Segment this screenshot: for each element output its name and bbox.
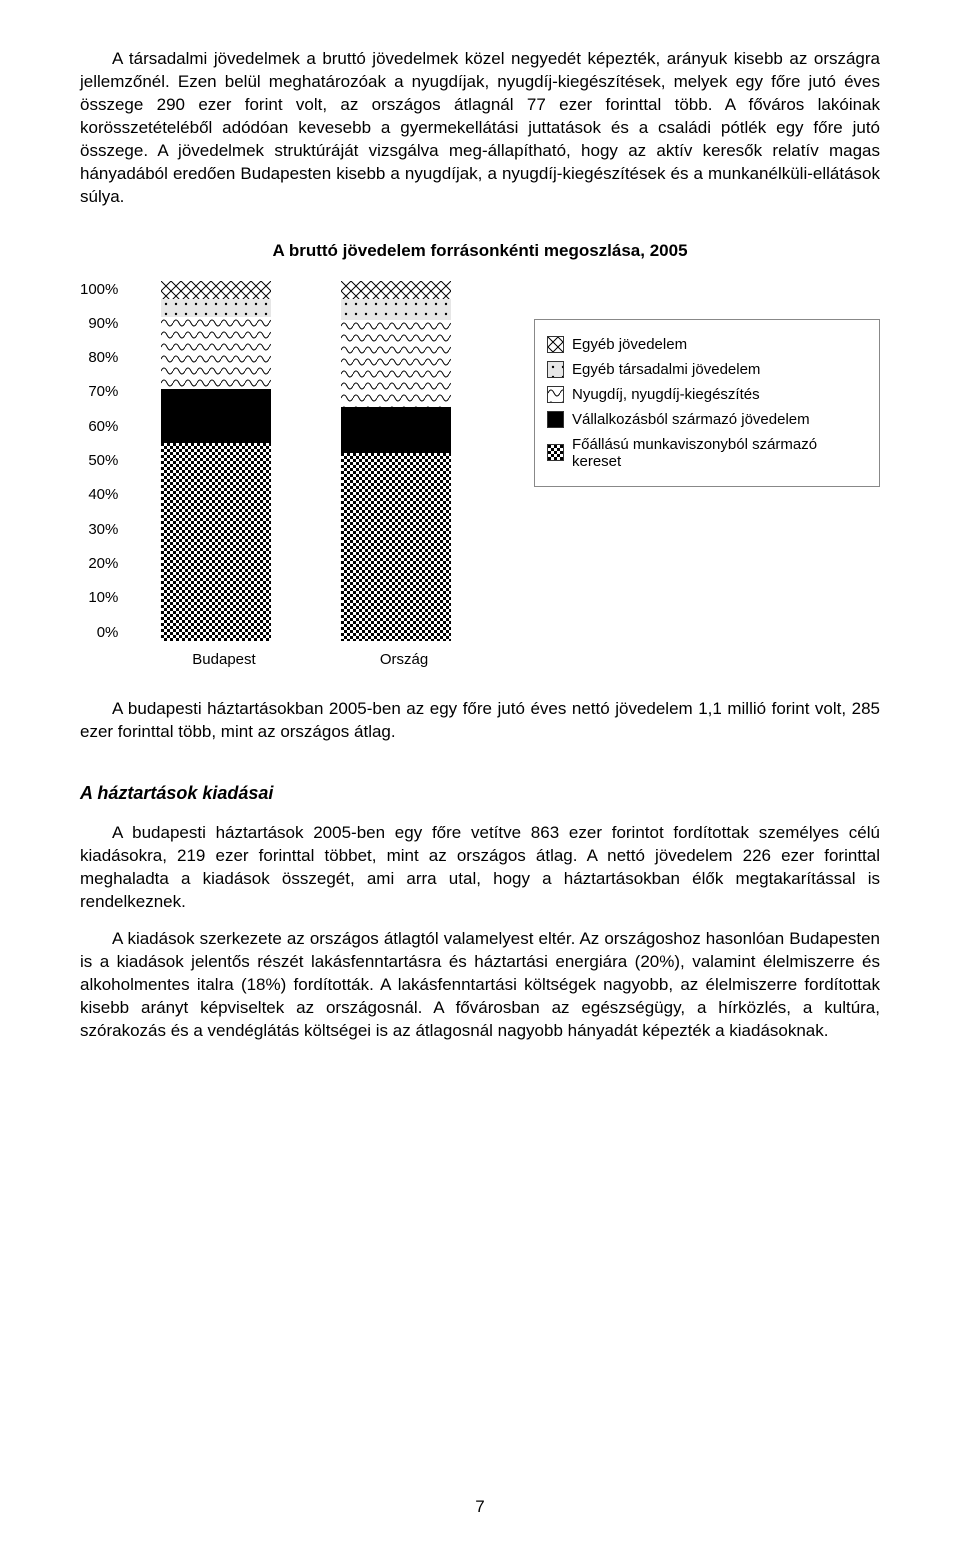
ytick: 20% <box>88 555 118 572</box>
ytick: 70% <box>88 383 118 400</box>
segment-foallasu <box>161 443 271 641</box>
x-axis: Budapest Ország <box>134 641 494 668</box>
y-axis: 100% 90% 80% 70% 60% 50% 40% 30% 20% 10%… <box>80 281 126 641</box>
ytick: 60% <box>88 418 118 435</box>
segment-vallalkozas <box>341 407 451 454</box>
segment-nyugdij <box>341 320 451 406</box>
xtick: Ország <box>349 651 459 668</box>
legend-swatch-icon <box>547 386 564 403</box>
legend-item-egyeb_tars: Egyéb társadalmi jövedelem <box>547 361 867 378</box>
segment-foallasu <box>341 453 451 640</box>
chart-legend: Egyéb jövedelem Egyéb társadalmi jövedele… <box>534 319 880 487</box>
legend-item-foallasu: Főállású munkaviszonyból származó kerese… <box>547 436 867 470</box>
bar-ország <box>341 281 451 641</box>
page-number: 7 <box>0 1497 960 1517</box>
legend-swatch-icon <box>547 444 564 461</box>
legend-swatch-icon <box>547 411 564 428</box>
ytick: 0% <box>97 624 119 641</box>
section-title: A háztartások kiadásai <box>80 783 880 804</box>
xtick: Budapest <box>169 651 279 668</box>
legend-label: Egyéb társadalmi jövedelem <box>572 361 760 378</box>
ytick: 10% <box>88 589 118 606</box>
legend-label: Egyéb jövedelem <box>572 336 687 353</box>
segment-vallalkozas <box>161 389 271 443</box>
segment-nyugdij <box>161 317 271 389</box>
segment-egyeb_tars <box>161 299 271 317</box>
segment-egyeb <box>161 281 271 299</box>
paragraph-3: A budapesti háztartások 2005-ben egy főr… <box>80 822 880 914</box>
legend-item-vallalkozas: Vállalkozásból származó jövedelem <box>547 411 867 428</box>
paragraph-4: A kiadások szerkezete az országos átlagt… <box>80 928 880 1043</box>
legend-item-egyeb: Egyéb jövedelem <box>547 336 867 353</box>
ytick: 80% <box>88 349 118 366</box>
income-chart: 100% 90% 80% 70% 60% 50% 40% 30% 20% 10%… <box>80 281 880 668</box>
segment-egyeb <box>341 281 451 299</box>
paragraph-2: A budapesti háztartásokban 2005-ben az e… <box>80 698 880 744</box>
chart-title: A bruttó jövedelem forrásonkénti megoszl… <box>80 241 880 261</box>
legend-item-nyugdij: Nyugdíj, nyugdíj-kiegészítés <box>547 386 867 403</box>
ytick: 50% <box>88 452 118 469</box>
bar-budapest <box>161 281 271 641</box>
legend-label: Nyugdíj, nyugdíj-kiegészítés <box>572 386 760 403</box>
legend-label: Vállalkozásból származó jövedelem <box>572 411 810 428</box>
ytick: 40% <box>88 486 118 503</box>
legend-label: Főállású munkaviszonyból származó kerese… <box>572 436 867 470</box>
document-page: A társadalmi jövedelmek a bruttó jövedel… <box>0 0 960 1541</box>
ytick: 90% <box>88 315 118 332</box>
segment-egyeb_tars <box>341 299 451 321</box>
legend-swatch-icon <box>547 336 564 353</box>
paragraph-1: A társadalmi jövedelmek a bruttó jövedel… <box>80 48 880 209</box>
plot-area <box>126 281 486 641</box>
ytick: 30% <box>88 521 118 538</box>
legend-swatch-icon <box>547 361 564 378</box>
ytick: 100% <box>80 281 118 298</box>
